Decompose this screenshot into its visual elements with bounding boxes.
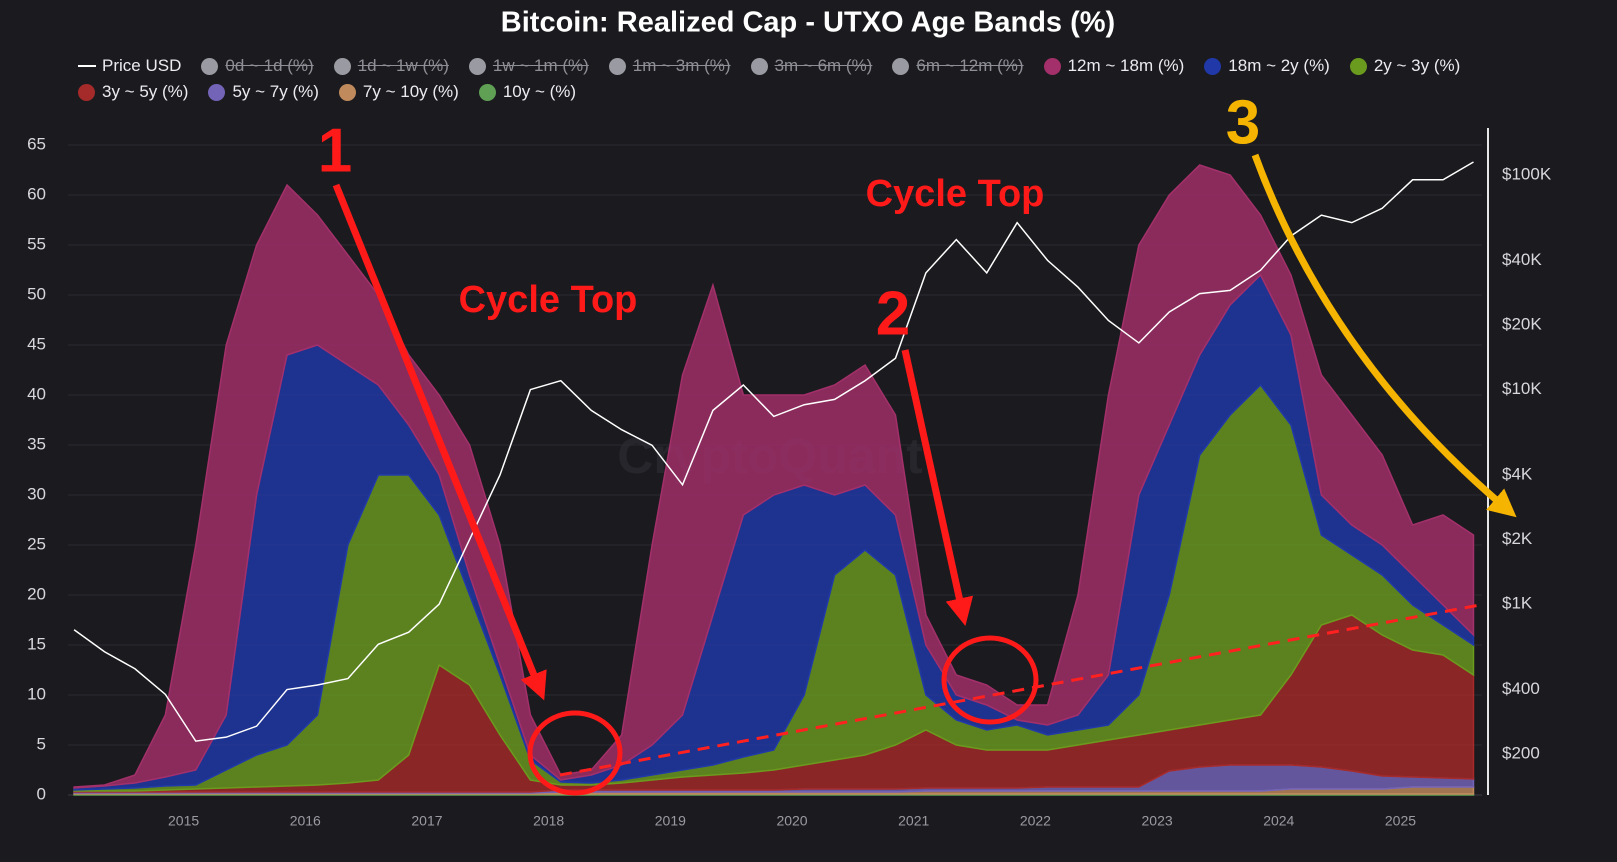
area-band <box>73 164 1475 789</box>
y2-tick-label: $200 <box>1502 744 1540 763</box>
y-tick-label: 25 <box>27 534 46 553</box>
x-tick-label: 2019 <box>655 813 686 829</box>
legend-label: 18m ~ 2y (%) <box>1228 56 1330 75</box>
y-tick-label: 55 <box>27 234 46 253</box>
legend-item[interactable]: 7y ~ 10y (%) <box>338 81 459 103</box>
legend-swatch <box>338 83 356 101</box>
legend-label: 5y ~ 7y (%) <box>232 82 319 101</box>
arrow <box>901 349 974 626</box>
legend-label: 10y ~ (%) <box>502 82 577 101</box>
legend-swatch <box>1043 57 1061 75</box>
legend-label: 1d ~ 1w (%) <box>357 56 449 75</box>
y2-tick-label: $2K <box>1502 529 1533 548</box>
legend-swatch <box>468 57 486 75</box>
x-tick-label: 2015 <box>168 813 199 829</box>
legend-swatch <box>750 57 768 75</box>
annotation-number: 1 <box>318 116 352 185</box>
annotations: 1 2 3 Cycle Top Cycle Top <box>318 88 1517 796</box>
legend-swatch <box>208 83 226 101</box>
legend-label: 1m ~ 3m (%) <box>632 56 731 75</box>
legend-item[interactable]: 1m ~ 3m (%) <box>608 55 731 77</box>
y-tick-label: 35 <box>27 434 46 453</box>
y-tick-label: 15 <box>27 634 46 653</box>
legend-swatch <box>892 57 910 75</box>
legend-item[interactable]: 6m ~ 12m (%) <box>892 55 1024 77</box>
legend-swatch <box>478 83 496 101</box>
legend-label: 6m ~ 12m (%) <box>916 56 1024 75</box>
y2-tick-label: $20K <box>1502 314 1542 333</box>
y-tick-label: 10 <box>27 684 46 703</box>
y2-tick-label: $400 <box>1502 679 1540 698</box>
legend-item[interactable]: Price USD <box>78 55 181 77</box>
y-tick-label: 30 <box>27 484 46 503</box>
annotation-label: Cycle Top <box>459 279 638 321</box>
plot-area: 05101520253035404550556065$200$400$1K$2K… <box>27 128 1552 829</box>
annotation-number: 2 <box>876 279 910 348</box>
legend-item[interactable]: 12m ~ 18m (%) <box>1043 55 1185 77</box>
legend-swatch <box>608 57 626 75</box>
y-tick-label: 20 <box>27 584 46 603</box>
x-tick-label: 2018 <box>533 813 564 829</box>
chart-title: Bitcoin: Realized Cap - UTXO Age Bands (… <box>501 7 1115 39</box>
legend-swatch <box>201 57 219 75</box>
legend-swatch <box>78 83 95 101</box>
highlight-circle <box>941 635 1039 725</box>
y-tick-label: 40 <box>27 384 46 403</box>
y2-tick-label: $100K <box>1502 164 1552 183</box>
legend-label: 12m ~ 18m (%) <box>1067 56 1185 75</box>
legend-label: 3y ~ 5y (%) <box>102 82 189 101</box>
legend-label: 3m ~ 6m (%) <box>774 56 873 75</box>
x-tick-label: 2020 <box>776 813 807 829</box>
price-line <box>73 161 1474 742</box>
y-tick-label: 60 <box>27 184 46 203</box>
legend-swatch <box>1349 57 1367 75</box>
x-tick-label: 2025 <box>1385 813 1416 829</box>
legend-item[interactable]: 1d ~ 1w (%) <box>333 55 449 77</box>
legend-item[interactable]: 0d ~ 1d (%) <box>201 55 314 77</box>
y-tick-label: 0 <box>37 784 46 803</box>
legend-item[interactable]: 10y ~ (%) <box>478 81 577 103</box>
legend-item[interactable]: 1w ~ 1m (%) <box>468 55 589 77</box>
legend-swatch <box>78 65 96 67</box>
legend: Price USD 0d ~ 1d (%) 1d ~ 1w (%) 1w ~ 1m (… <box>78 55 1528 103</box>
highlight-circle <box>527 710 623 796</box>
x-tick-label: 2022 <box>1020 813 1051 829</box>
x-tick-label: 2023 <box>1142 813 1173 829</box>
arrow <box>1251 153 1517 518</box>
x-tick-label: 2024 <box>1263 813 1294 829</box>
y2-tick-label: $40K <box>1502 250 1542 269</box>
x-tick-label: 2021 <box>898 813 929 829</box>
legend-item[interactable]: 3y ~ 5y (%) <box>78 81 188 103</box>
trend-line <box>559 603 1481 777</box>
y-tick-label: 5 <box>37 734 46 753</box>
arrow <box>332 183 547 701</box>
legend-label: 2y ~ 3y (%) <box>1373 56 1461 75</box>
legend-label: 7y ~ 10y (%) <box>362 82 459 101</box>
y2-tick-label: $1K <box>1502 594 1533 613</box>
legend-swatch <box>333 57 351 75</box>
y2-tick-label: $10K <box>1502 379 1542 398</box>
legend-swatch <box>1204 57 1222 75</box>
legend-item[interactable]: 3m ~ 6m (%) <box>750 55 873 77</box>
x-tick-label: 2016 <box>290 813 321 829</box>
x-tick-label: 2017 <box>411 813 442 829</box>
annotation-label: Cycle Top <box>866 173 1045 215</box>
legend-item[interactable]: 2y ~ 3y (%) <box>1349 55 1461 77</box>
legend-label: Price USD <box>102 56 182 75</box>
legend-item[interactable]: 5y ~ 7y (%) <box>208 81 319 103</box>
legend-label: 0d ~ 1d (%) <box>225 56 314 75</box>
y-tick-label: 50 <box>27 284 46 303</box>
legend-item[interactable]: 18m ~ 2y (%) <box>1204 55 1330 77</box>
annotation-number: 3 <box>1226 88 1260 157</box>
y2-tick-label: $4K <box>1502 464 1533 483</box>
y-tick-label: 45 <box>27 334 46 353</box>
legend-label: 1w ~ 1m (%) <box>492 56 589 75</box>
y-tick-label: 65 <box>27 134 46 153</box>
